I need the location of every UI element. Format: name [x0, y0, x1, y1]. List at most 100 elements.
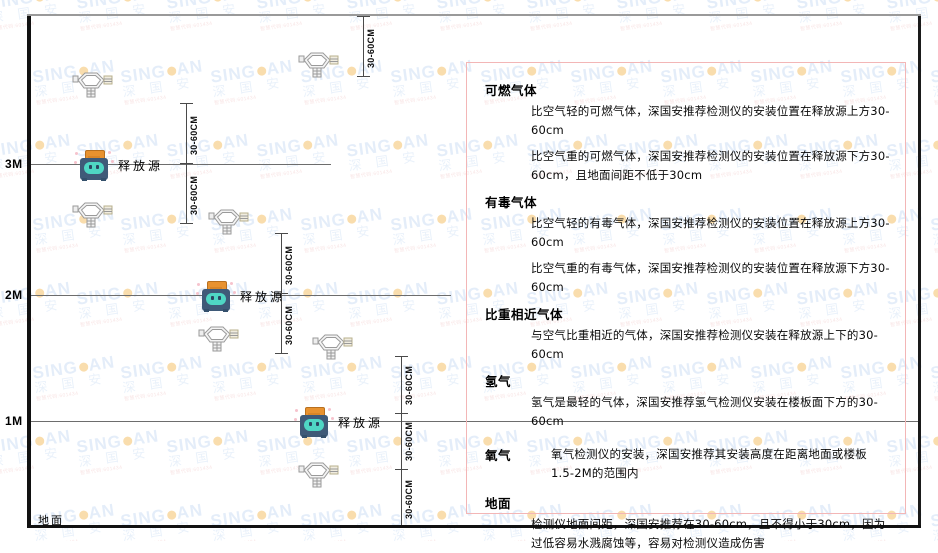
- dimension-tick: [395, 356, 408, 357]
- section-title: 氢气: [485, 374, 512, 389]
- gas-detector-icon: [298, 462, 339, 488]
- level-line-2m: [31, 295, 451, 296]
- release-source-label: 释放源: [118, 159, 164, 173]
- axis-label-3m: 3M: [5, 157, 23, 171]
- guideline-section-similar-density-gas: 比重相近气体与空气比重相近的气体，深国安推荐检测仪安装在释放源上下的30-60c…: [485, 304, 891, 364]
- dimension-tick: [357, 76, 370, 77]
- dimension-tick: [395, 413, 408, 414]
- ground-label: 地面: [38, 514, 64, 527]
- section-paragraph: 与空气比重相近的气体，深国安推荐检测仪安装在释放源上下的30-60cm: [531, 328, 878, 361]
- dimension-tick: [357, 16, 370, 17]
- level-line-1m: [31, 421, 918, 422]
- dimension-tick: [180, 103, 193, 104]
- release-source: [196, 281, 236, 312]
- section-paragraph: 比空气轻的可燃气体，深国安推荐检测仪的安装位置在释放源上方30-60cm: [531, 104, 890, 137]
- ceiling-line: [27, 14, 921, 16]
- gas-detector-icon: [198, 326, 239, 352]
- axis-label-1m: 1M: [5, 414, 23, 428]
- gas-detector-icon: [208, 209, 249, 235]
- section-title: 可燃气体: [485, 83, 538, 98]
- guideline-section-oxygen: 氧气 氧气检测仪的安装，深国安推荐其安装高度在距离地面或楼板1.5-2M的范围内: [485, 438, 891, 486]
- dimension-label: 30-60CM: [404, 421, 414, 461]
- dimension-label: 30-60CM: [404, 365, 414, 405]
- guideline-section-flammable-gas: 可燃气体比空气轻的可燃气体，深国安推荐检测仪的安装位置在释放源上方30-60cm…: [485, 80, 891, 185]
- ground-line: [27, 525, 921, 528]
- gas-detector: [206, 205, 252, 244]
- section-paragraph: 氧气检测仪的安装，深国安推荐其安装高度在距离地面或楼板1.5-2M的范围内: [551, 447, 867, 480]
- section-title: 地面: [485, 496, 512, 511]
- level-line-3m: [31, 164, 331, 165]
- release-source: [294, 407, 334, 438]
- section-title: 比重相近气体: [485, 307, 564, 322]
- dimension-label: 30-60CM: [366, 28, 376, 68]
- dimension-tick: [275, 233, 288, 234]
- dimension-tick: [180, 223, 193, 224]
- gas-detector-icon: [72, 202, 113, 228]
- release-source-label: 释放源: [338, 416, 384, 430]
- dimension-tick: [275, 353, 288, 354]
- release-source-icon: [196, 281, 236, 312]
- section-paragraph: 检测仪地面间距，深国安推荐在30-60cm，且不得小于30cm，因为过低容易水溅…: [531, 517, 886, 550]
- gas-detector-icon: [72, 72, 113, 98]
- guideline-section-ground: 地面检测仪地面间距，深国安推荐在30-60cm，且不得小于30cm，因为过低容易…: [485, 493, 891, 553]
- gas-detector-icon: [298, 52, 339, 78]
- dimension-label: 30-60CM: [284, 245, 294, 285]
- section-title: 氧气: [485, 448, 512, 463]
- frame-right-edge: [918, 14, 921, 527]
- section-paragraph: 比空气重的有毒气体，深国安推荐检测仪的安装位置在释放源下方30-60cm: [531, 261, 890, 294]
- gas-detector: [196, 322, 242, 361]
- gas-detector: [296, 458, 342, 497]
- guideline-section-hydrogen: 氢气氢气是最轻的气体，深国安推荐氢气检测仪安装在楼板面下方的30-60cm: [485, 371, 891, 431]
- gas-detector: [296, 48, 342, 87]
- dimension-label: 30-60CM: [284, 305, 294, 345]
- release-source-label: 释放源: [240, 290, 286, 304]
- section-paragraph: 氢气是最轻的气体，深国安推荐氢气检测仪安装在楼板面下方的30-60cm: [531, 395, 878, 428]
- gas-detector-icon: [312, 334, 353, 360]
- axis-vertical: [27, 14, 31, 527]
- guideline-section-toxic-gas: 有毒气体比空气轻的有毒气体，深国安推荐检测仪的安装位置在释放源上方30-60cm…: [485, 192, 891, 297]
- section-title: 有毒气体: [485, 195, 538, 210]
- section-paragraph: 比空气轻的有毒气体，深国安推荐检测仪的安装位置在释放源上方30-60cm: [531, 216, 890, 249]
- release-source-icon: [294, 407, 334, 438]
- gas-detector: [70, 68, 116, 107]
- section-paragraph: 比空气重的可燃气体，深国安推荐检测仪的安装位置在释放源下方30-60cm，且地面…: [531, 149, 890, 182]
- dimension-tick: [395, 469, 408, 470]
- dimension-label: 30-60CM: [189, 175, 199, 215]
- gas-detector: [70, 198, 116, 237]
- axis-label-2m: 2M: [5, 288, 23, 302]
- dimension-line: [401, 356, 402, 527]
- dimension-label: 30-60CM: [189, 115, 199, 155]
- dimension-tick: [275, 293, 288, 294]
- dimension-line: [363, 16, 364, 76]
